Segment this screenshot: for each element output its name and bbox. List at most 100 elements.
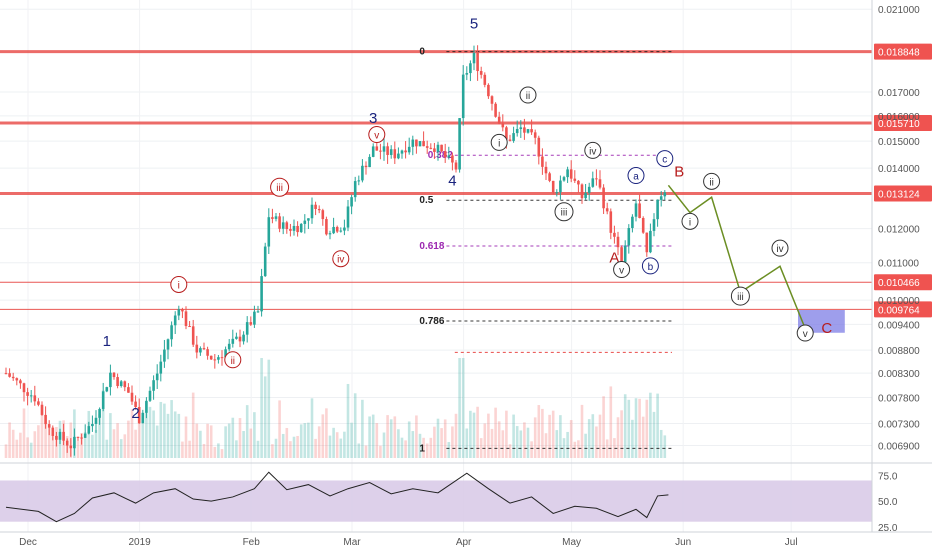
candle-body <box>260 276 263 312</box>
candle-body <box>274 216 278 219</box>
candle-body <box>65 440 69 446</box>
x-tick-label: 2019 <box>128 537 151 548</box>
volume-bar <box>487 413 490 458</box>
wave-circle <box>627 167 645 185</box>
y-tick-label: 0.011000 <box>878 259 919 270</box>
candle-body <box>350 197 353 207</box>
volume-bar <box>497 421 501 458</box>
y-tick-label: 0.017000 <box>878 88 920 99</box>
volume-bar <box>580 404 584 458</box>
candle-body <box>357 180 361 182</box>
candle-body <box>116 377 119 387</box>
volume-bar <box>505 410 508 458</box>
candle-body <box>379 150 382 152</box>
wave-label: v <box>374 131 379 142</box>
y-tick-label: 0.015000 <box>878 137 920 148</box>
price-tag-label: 0.018848 <box>878 48 920 59</box>
volume-bar <box>551 410 555 458</box>
candle-body <box>58 431 62 440</box>
candle-body <box>4 373 8 375</box>
volume-bar <box>195 423 199 458</box>
volume-bar <box>163 403 166 458</box>
candle-body <box>415 139 418 147</box>
candle-body <box>321 210 325 220</box>
volume-bar <box>321 414 325 458</box>
candle-body <box>29 395 33 397</box>
candle-body <box>112 372 116 378</box>
candle-body <box>145 400 148 413</box>
wave-label: iii <box>561 208 568 219</box>
x-tick-label: May <box>562 537 581 548</box>
volume-bar <box>91 434 94 458</box>
volume-bar <box>33 431 37 458</box>
candle-body <box>620 247 623 262</box>
volume-bar <box>461 358 465 458</box>
volume-bar <box>83 432 87 458</box>
candle-body <box>479 71 483 75</box>
wave-label: i <box>689 217 691 228</box>
fib-label: 0.382 <box>428 150 453 161</box>
candle-body <box>559 180 562 193</box>
candle-body <box>62 431 65 441</box>
volume-bar <box>123 434 127 458</box>
candle-body <box>40 404 44 415</box>
wave-label: 2 <box>131 405 139 422</box>
candle-body <box>580 184 584 199</box>
candle-body <box>19 380 22 384</box>
candle-body <box>425 146 429 148</box>
candle-body <box>451 155 454 163</box>
volume-bar <box>404 440 407 458</box>
wave-label: 4 <box>448 172 456 189</box>
volume-bar <box>602 396 605 458</box>
volume-bar <box>541 408 544 458</box>
candle-body <box>533 132 537 138</box>
volume-bar <box>274 438 278 458</box>
rsi-tick-label: 75.0 <box>878 471 898 482</box>
volume-bar <box>555 430 559 458</box>
candle-body <box>343 227 346 231</box>
volume-bar <box>296 435 299 458</box>
volume-bar <box>141 412 145 458</box>
volume-bar <box>37 425 40 458</box>
volume-bar <box>569 420 573 458</box>
fib-label: 0.786 <box>419 316 444 327</box>
volume-bar <box>397 429 400 458</box>
volume-bar <box>433 426 436 458</box>
candle-body <box>386 146 389 155</box>
candle-body <box>440 144 443 152</box>
candle-body <box>80 437 83 439</box>
volume-bar <box>130 409 134 458</box>
candle-body <box>505 127 508 140</box>
candle-body <box>11 376 15 379</box>
candle-body <box>227 343 231 350</box>
wave-circle <box>641 257 659 275</box>
x-tick-label: Jun <box>675 537 691 548</box>
volume-bar <box>350 422 353 458</box>
candle-body <box>587 186 591 193</box>
volume-bar <box>645 399 649 458</box>
volume-bar <box>382 432 386 458</box>
candle-body <box>411 139 415 147</box>
volume-bar <box>285 427 289 458</box>
candle-body <box>645 232 649 253</box>
candle-body <box>634 203 638 217</box>
candle-body <box>602 187 605 209</box>
volume-bar <box>595 426 598 458</box>
candle-body <box>296 225 299 233</box>
candle-body <box>263 246 267 277</box>
candle-body <box>137 407 141 424</box>
candle-body <box>94 417 98 424</box>
volume-bar <box>332 427 335 458</box>
wave-circle <box>368 126 386 144</box>
volume-bar <box>181 441 184 458</box>
volume-bar <box>429 437 433 458</box>
candle-body <box>454 162 458 170</box>
volume-bar <box>335 432 339 458</box>
candle-body <box>299 223 303 233</box>
wave-circle <box>490 133 508 151</box>
volume-bar <box>469 410 472 458</box>
candle-body <box>130 392 134 402</box>
candle-body <box>476 52 479 72</box>
y-tick-label: 0.016000 <box>878 112 920 123</box>
volume-bar <box>623 394 627 458</box>
